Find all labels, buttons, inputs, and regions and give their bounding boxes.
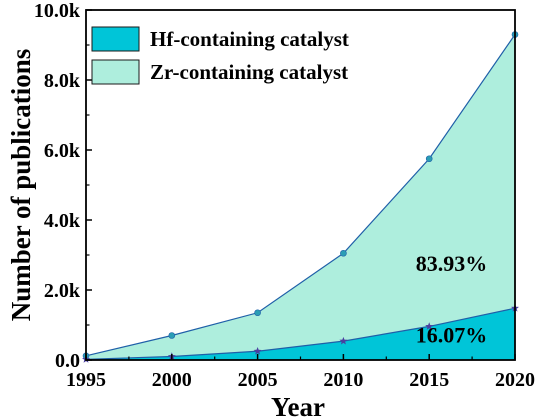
x-tick-label: 2005 bbox=[238, 369, 278, 391]
legend-label-hf: Hf-containing catalyst bbox=[150, 27, 349, 51]
legend: Hf-containing catalyst Zr-containing cat… bbox=[91, 26, 349, 85]
x-tick-label: 2010 bbox=[323, 369, 363, 391]
x-axis-title: Year bbox=[271, 392, 325, 419]
point-zr bbox=[425, 155, 433, 163]
legend-swatch-hf bbox=[91, 26, 140, 52]
x-tick-label: 2015 bbox=[409, 369, 449, 391]
annotation-zr-percent: 83.93% bbox=[416, 251, 488, 276]
x-tick-label: 1995 bbox=[66, 369, 106, 391]
y-tick-label: 8.0k bbox=[44, 70, 81, 92]
y-tick-label: 10.0k bbox=[34, 0, 81, 22]
point-hf bbox=[339, 336, 348, 345]
point-zr bbox=[168, 332, 176, 339]
y-axis-title: Number of publications bbox=[6, 49, 36, 322]
tick-layer: 1995 2000 2005 2010 2015 2020 0.0 2.0k 4.0k 6.0k 8… bbox=[34, 0, 535, 391]
area-layer bbox=[86, 34, 515, 360]
point-hf bbox=[425, 322, 434, 330]
line-hf bbox=[85, 307, 516, 360]
x-tick-label: 2000 bbox=[152, 369, 192, 391]
legend-label-zr: Zr-containing catalyst bbox=[150, 60, 348, 84]
y-tick-label: 0.0 bbox=[55, 350, 80, 372]
point-zr bbox=[340, 249, 347, 257]
y-tick-label: 4.0k bbox=[44, 210, 81, 232]
area-hf bbox=[86, 308, 515, 360]
point-hf bbox=[253, 347, 262, 355]
y-tick-label: 6.0k bbox=[44, 140, 81, 162]
area-zr bbox=[86, 34, 515, 360]
line-zr bbox=[85, 34, 516, 357]
x-tick-label: 2020 bbox=[495, 369, 535, 391]
line-layer bbox=[85, 34, 516, 360]
y-tick-label: 2.0k bbox=[44, 280, 81, 302]
legend-swatch-zr bbox=[91, 59, 140, 85]
annotation-hf-percent: 16.07% bbox=[416, 323, 488, 348]
point-zr bbox=[254, 309, 261, 317]
